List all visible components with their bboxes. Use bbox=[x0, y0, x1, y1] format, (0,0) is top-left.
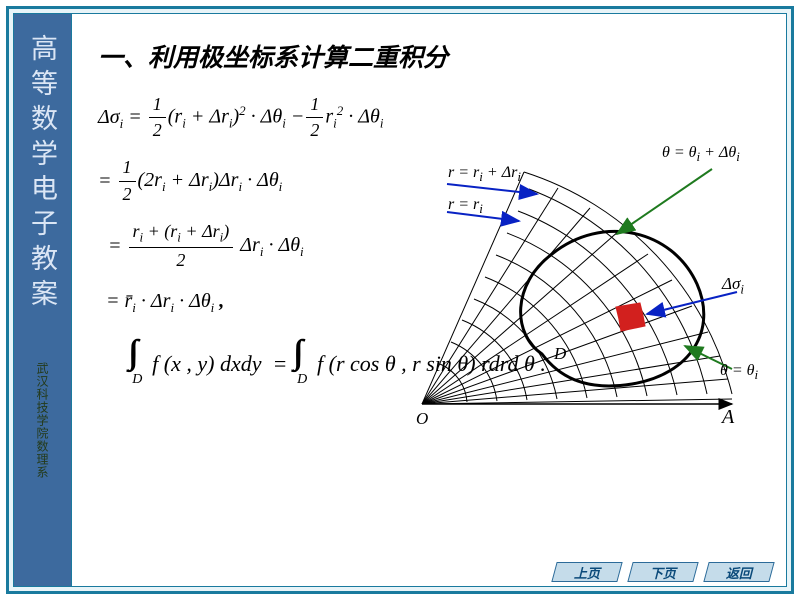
sigma-label: Δσi bbox=[722, 274, 744, 297]
region-label: D bbox=[554, 344, 566, 364]
frac-num: ri + (ri + Δri) bbox=[129, 219, 234, 248]
frac-den: 2 bbox=[172, 248, 189, 273]
integral-region: D bbox=[132, 370, 142, 390]
sidebar: 高等数学电子教案 武汉科技学院数理系 bbox=[14, 14, 72, 586]
frac-den: 2 bbox=[306, 118, 323, 143]
origin-label: O bbox=[416, 409, 428, 429]
frac-num: 1 bbox=[306, 92, 323, 118]
inner-frame: 高等数学电子教案 武汉科技学院数理系 一、利用极坐标系计算二重积分 Δσi = … bbox=[13, 13, 787, 587]
theta-lower-label: θ = θi bbox=[720, 362, 758, 383]
frac-num: 1 bbox=[149, 92, 166, 118]
frac-den: 2 bbox=[119, 182, 136, 207]
back-button[interactable]: 返回 bbox=[703, 562, 774, 582]
axis-label: A bbox=[722, 406, 734, 429]
nav-buttons: 上页 下页 返回 bbox=[554, 562, 772, 582]
polar-diagram: O A D r = ri + Δri r = ri θ = θi + Δθi θ… bbox=[402, 134, 772, 434]
next-button[interactable]: 下页 bbox=[627, 562, 698, 582]
prev-button[interactable]: 上页 bbox=[551, 562, 622, 582]
frac-den: 2 bbox=[149, 118, 166, 143]
sidebar-title: 高等数学电子教案 bbox=[23, 34, 62, 314]
r-inner-label: r = ri bbox=[448, 196, 483, 217]
theta-upper-label: θ = θi + Δθi bbox=[662, 144, 740, 165]
frac-num: 1 bbox=[119, 155, 136, 181]
content-area: 一、利用极坐标系计算二重积分 Δσi = 12 (ri + Δri)2 · Δθ… bbox=[72, 14, 786, 586]
integral-region: D bbox=[297, 370, 307, 390]
r-outer-label: r = ri + Δri bbox=[448, 164, 521, 185]
outer-frame: 高等数学电子教案 武汉科技学院数理系 一、利用极坐标系计算二重积分 Δσi = … bbox=[6, 6, 794, 594]
page-heading: 一、利用极坐标系计算二重积分 bbox=[98, 38, 768, 74]
sidebar-subtitle: 武汉科技学院数理系 bbox=[34, 362, 51, 479]
